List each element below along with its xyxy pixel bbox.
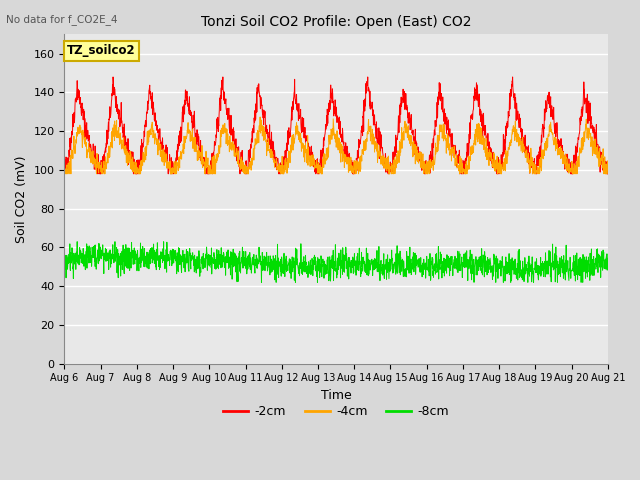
- -2cm: [94, 171, 102, 177]
- X-axis label: Time: Time: [321, 389, 351, 402]
- -8cm: [604, 266, 612, 272]
- -4cm: [489, 163, 497, 168]
- -8cm: [311, 262, 319, 267]
- -4cm: [325, 136, 333, 142]
- -4cm: [589, 153, 596, 158]
- Line: -4cm: -4cm: [65, 117, 608, 174]
- -8cm: [489, 268, 497, 274]
- -2cm: [588, 123, 596, 129]
- -4cm: [88, 149, 96, 155]
- -8cm: [588, 262, 596, 268]
- -8cm: [589, 272, 596, 278]
- -2cm: [109, 74, 117, 80]
- Title: Tonzi Soil CO2 Profile: Open (East) CO2: Tonzi Soil CO2 Profile: Open (East) CO2: [201, 15, 471, 29]
- Text: No data for f_CO2E_4: No data for f_CO2E_4: [6, 14, 118, 25]
- Y-axis label: Soil CO2 (mV): Soil CO2 (mV): [15, 156, 28, 243]
- -2cm: [61, 164, 68, 170]
- -2cm: [489, 165, 497, 170]
- -4cm: [588, 144, 596, 149]
- Text: TZ_soilco2: TZ_soilco2: [67, 44, 136, 57]
- -4cm: [61, 169, 68, 175]
- -8cm: [88, 247, 96, 253]
- -2cm: [589, 128, 596, 133]
- -4cm: [311, 159, 319, 165]
- -2cm: [325, 103, 333, 108]
- -2cm: [604, 171, 612, 177]
- -8cm: [258, 279, 266, 285]
- -4cm: [256, 114, 264, 120]
- -8cm: [74, 239, 81, 244]
- Line: -8cm: -8cm: [65, 241, 608, 282]
- -4cm: [604, 165, 612, 170]
- -2cm: [88, 151, 96, 156]
- -8cm: [325, 273, 333, 279]
- Legend: -2cm, -4cm, -8cm: -2cm, -4cm, -8cm: [218, 400, 454, 423]
- Line: -2cm: -2cm: [65, 77, 608, 174]
- -8cm: [61, 262, 68, 268]
- -4cm: [61, 171, 69, 177]
- -2cm: [311, 169, 319, 175]
